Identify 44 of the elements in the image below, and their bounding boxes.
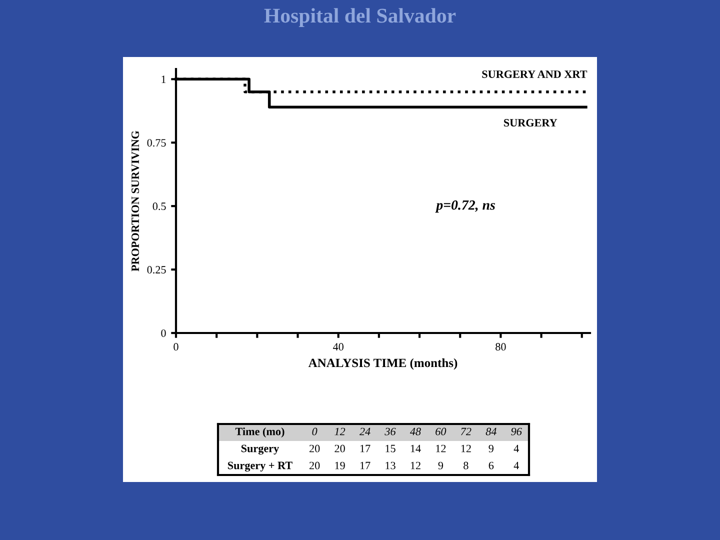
- text: 19: [335, 462, 345, 470]
- annotation: p=0.72, ns: [435, 200, 495, 213]
- x-tick-label: 80: [496, 343, 506, 351]
- text: 24: [359, 428, 370, 436]
- text: 20: [310, 462, 320, 470]
- series-label: SURGERY: [504, 119, 558, 127]
- text: Surgery + RT: [228, 462, 292, 472]
- text: 84: [486, 428, 496, 436]
- text: Time (mo): [235, 427, 284, 438]
- text: 20: [334, 444, 345, 452]
- y-tick-label: 0.25: [147, 266, 166, 274]
- text: 17: [360, 444, 370, 452]
- text: 72: [461, 428, 472, 436]
- series-label: SURGERY AND XRT: [482, 70, 588, 78]
- text: 12: [334, 428, 346, 436]
- text: 9: [438, 462, 444, 470]
- text: 6: [488, 462, 494, 470]
- text: 4: [514, 462, 519, 470]
- y-tick-label: 0: [161, 329, 166, 337]
- y-tick-label: 0.5: [152, 202, 166, 210]
- y-axis-title: PROPORTION SURVIVING: [132, 130, 140, 272]
- text: 20: [310, 444, 320, 452]
- y-tick-label: 1: [162, 76, 166, 84]
- text: 8: [464, 462, 468, 470]
- text: 9: [488, 444, 494, 452]
- text: 14: [410, 444, 421, 452]
- text: 36: [384, 428, 396, 436]
- y-tick-label: 0.75: [147, 139, 166, 147]
- text: Surgery: [241, 444, 280, 455]
- chart-title: Hospital del Salvador: [264, 8, 456, 27]
- text: 12: [410, 462, 420, 470]
- text: 4: [514, 444, 519, 452]
- text: 15: [386, 444, 396, 452]
- text: 96: [511, 428, 522, 436]
- x-tick-label: 0: [174, 343, 178, 351]
- text: 17: [360, 462, 370, 470]
- text: 0: [312, 428, 318, 436]
- x-axis-title: ANALYSIS TIME (months): [308, 358, 458, 370]
- x-tick-label: 40: [333, 343, 344, 351]
- text: 12: [436, 444, 446, 452]
- text: 48: [410, 428, 421, 436]
- text: 13: [386, 462, 396, 470]
- text: 60: [436, 428, 446, 436]
- text: 12: [461, 444, 471, 452]
